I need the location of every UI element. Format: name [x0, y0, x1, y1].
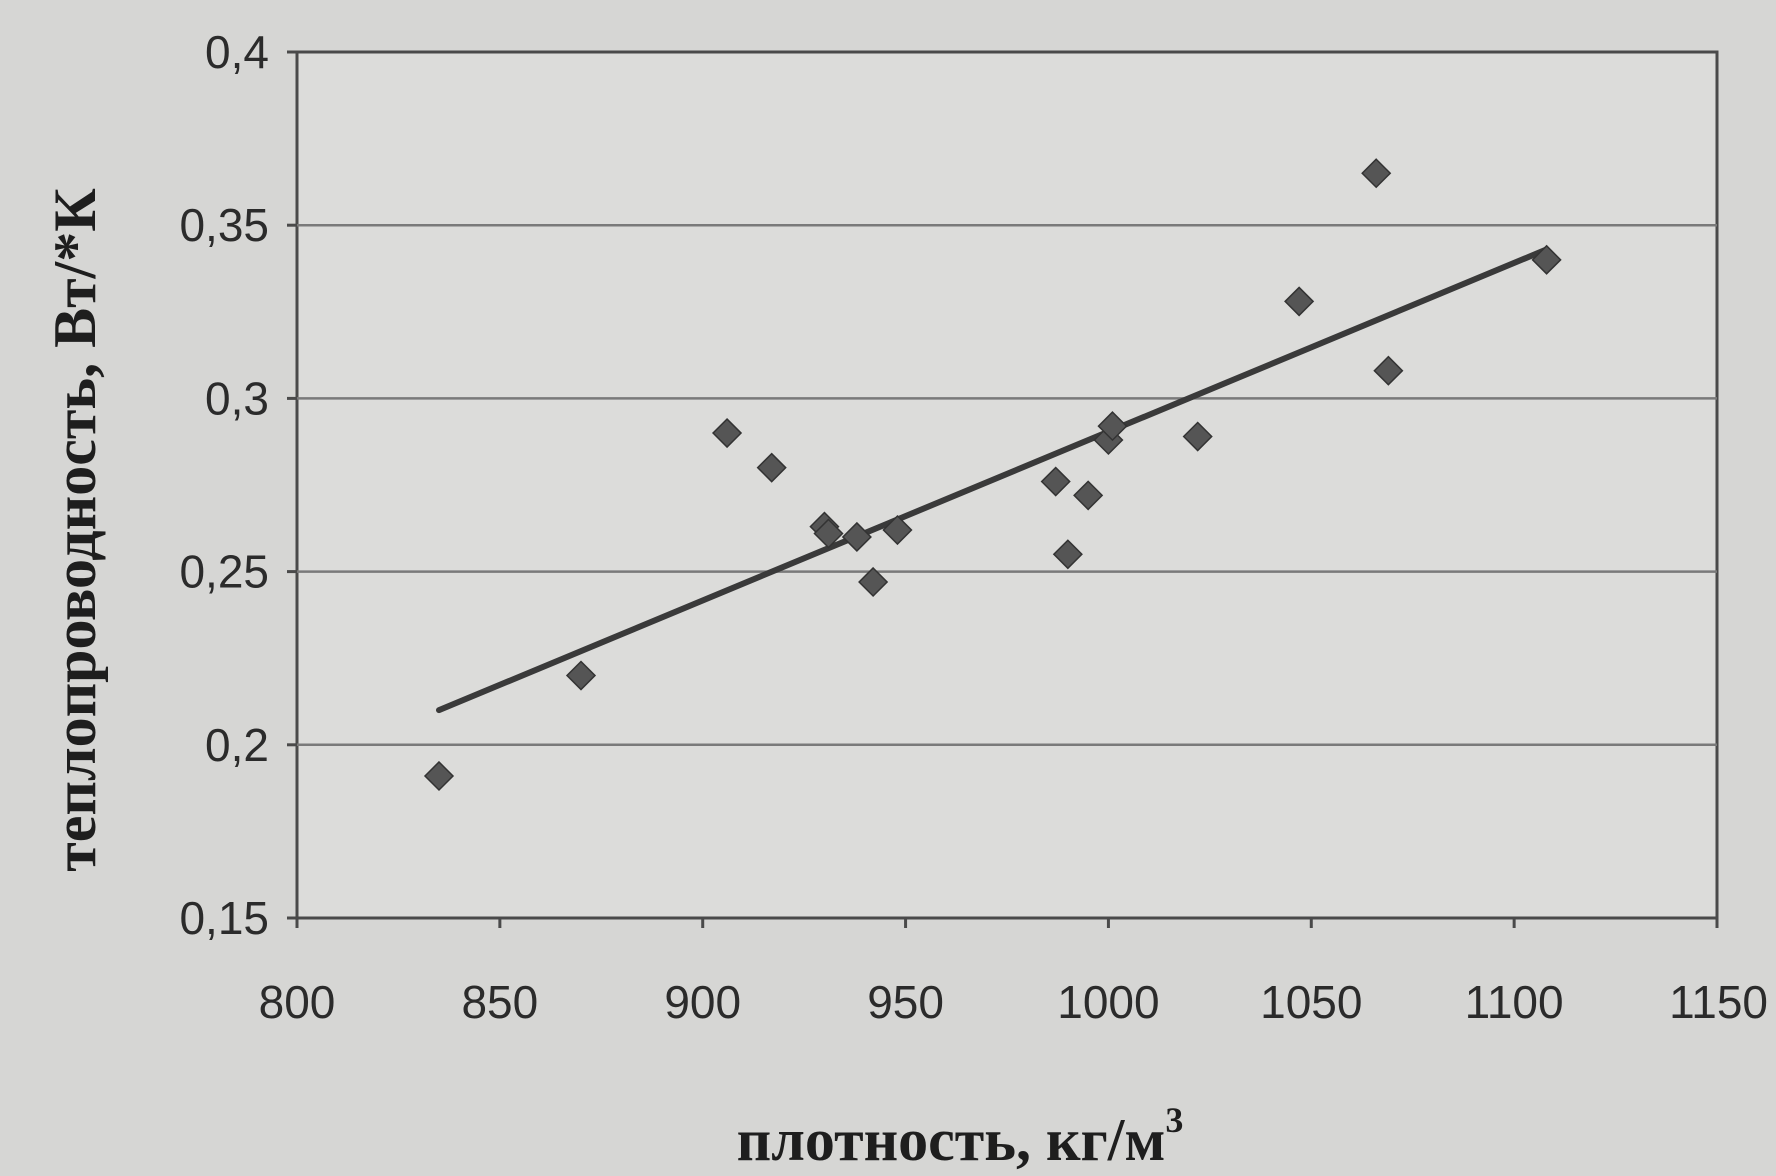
y-axis-ticks: 0,15 0,2 0,25 0,3 0,35 0,4 — [179, 26, 297, 944]
x-tick-label: 800 — [259, 976, 336, 1028]
y-tick-label: 0,2 — [205, 719, 269, 771]
data-point — [756, 452, 787, 483]
y-tick-label: 0,3 — [205, 372, 269, 424]
x-tick-label: 850 — [461, 976, 538, 1028]
x-axis-title: плотность, кг/м3 — [737, 1100, 1184, 1173]
x-tick-label: 950 — [867, 976, 944, 1028]
data-point — [1531, 244, 1562, 275]
y-axis-title: теплопроводность, Вт/*К — [42, 188, 108, 871]
x-tick-label: 1100 — [1465, 976, 1564, 1028]
data-point — [1097, 411, 1128, 442]
y-tick-label: 0,35 — [179, 199, 269, 251]
data-point — [1373, 355, 1404, 386]
x-tick-label: 1150 — [1669, 976, 1768, 1028]
data-point — [858, 566, 889, 598]
data-point — [813, 518, 844, 549]
data-point — [841, 521, 872, 553]
x-axis-ticks: 800 850 900 950 1000 1050 1100 1150 — [259, 918, 1768, 1028]
x-tick-label: 1050 — [1260, 976, 1362, 1028]
data-point — [1052, 539, 1083, 570]
data-point — [423, 760, 455, 792]
data-point — [1040, 466, 1071, 497]
data-point — [1182, 421, 1213, 452]
data-point — [1361, 158, 1392, 189]
trend-line-group — [436, 246, 1550, 714]
data-point — [1284, 286, 1315, 317]
data-point — [882, 514, 913, 546]
y-tick-label: 0,15 — [179, 892, 269, 944]
trend-line — [436, 246, 1550, 714]
data-point — [1073, 480, 1104, 511]
data-point — [565, 660, 597, 691]
x-tick-label: 1000 — [1057, 976, 1159, 1028]
y-tick-label: 0,4 — [205, 26, 269, 78]
data-points — [423, 158, 1562, 792]
plot-area — [295, 50, 1719, 920]
y-tick-label: 0,25 — [179, 546, 269, 598]
grid-lines — [297, 223, 1717, 747]
x-tick-label: 900 — [664, 976, 741, 1028]
data-point — [711, 417, 743, 449]
